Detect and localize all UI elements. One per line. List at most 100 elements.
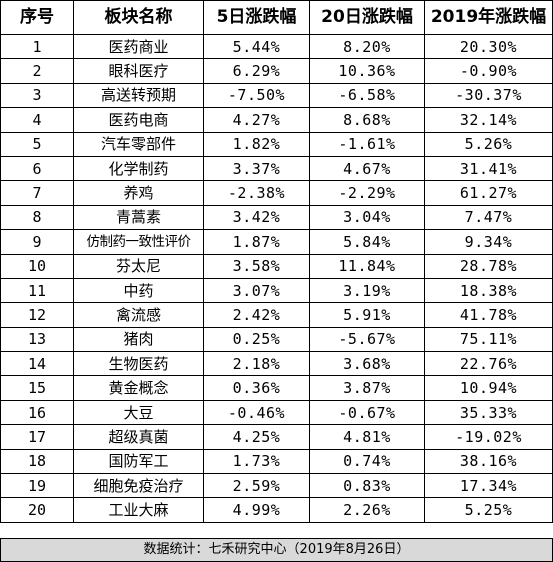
cell-sector-name: 仿制药一致性评价 <box>73 229 204 255</box>
cell-index: 5 <box>0 131 74 157</box>
cell-sector-name: 汽车零部件 <box>73 131 204 157</box>
table-row: 12 禽流感 2.42% 5.91% 41.78% <box>0 302 553 328</box>
cell-sector-name: 中药 <box>73 277 204 304</box>
cell-20day-change: -2.29% <box>309 180 425 206</box>
cell-2019-change: 7.47% <box>424 204 553 231</box>
table-row: 9 仿制药一致性评价 1.87% 5.84% 9.34% <box>0 229 553 255</box>
cell-2019-change: 22.76% <box>424 351 553 377</box>
cell-sector-name: 超级真菌 <box>73 424 204 450</box>
cell-5day-change: 1.87% <box>203 229 310 255</box>
cell-2019-change: -19.02% <box>424 424 553 450</box>
cell-2019-change: 32.14% <box>424 107 553 133</box>
cell-20day-change: 4.67% <box>309 155 425 182</box>
table-row: 20 工业大麻 4.99% 2.26% 5.25% <box>0 497 553 523</box>
table-body: 1 医药商业 5.44% 8.20% 20.30% 2 眼科医疗 6.29% 10.36% -0.… <box>0 33 553 523</box>
cell-index: 14 <box>0 351 74 377</box>
cell-sector-name: 高送转预期 <box>73 82 204 109</box>
header-sector-name: 板块名称 <box>73 0 204 35</box>
cell-2019-change: 35.33% <box>424 399 553 426</box>
cell-2019-change: 17.34% <box>424 473 553 499</box>
cell-2019-change: 20.30% <box>424 33 553 60</box>
table-row: 19 细胞免疫治疗 2.59% 0.83% 17.34% <box>0 473 553 499</box>
table-row: 11 中药 3.07% 3.19% 18.38% <box>0 277 553 304</box>
cell-20day-change: 8.68% <box>309 107 425 133</box>
cell-5day-change: 3.58% <box>203 253 310 279</box>
cell-2019-change: 61.27% <box>424 180 553 206</box>
header-20day-change: 20日涨跌幅 <box>309 0 425 35</box>
cell-index: 13 <box>0 326 74 353</box>
cell-20day-change: 2.26% <box>309 497 425 523</box>
cell-2019-change: 75.11% <box>424 326 553 353</box>
header-2019-change: 2019年涨跌幅 <box>424 0 553 35</box>
table-row: 6 化学制药 3.37% 4.67% 31.41% <box>0 155 553 182</box>
cell-20day-change: 0.83% <box>309 473 425 499</box>
cell-sector-name: 养鸡 <box>73 180 204 206</box>
data-source-footer: 数据统计：七禾研究中心（2019年8月26日） <box>0 538 553 562</box>
cell-5day-change: 3.42% <box>203 204 310 231</box>
cell-20day-change: 5.84% <box>309 229 425 255</box>
header-5day-change: 5日涨跌幅 <box>203 0 310 35</box>
cell-5day-change: 3.07% <box>203 277 310 304</box>
cell-2019-change: -0.90% <box>424 58 553 84</box>
cell-5day-change: 4.25% <box>203 424 310 450</box>
cell-5day-change: -2.38% <box>203 180 310 206</box>
cell-5day-change: -7.50% <box>203 82 310 109</box>
cell-20day-change: 3.68% <box>309 351 425 377</box>
table-row: 2 眼科医疗 6.29% 10.36% -0.90% <box>0 58 553 84</box>
cell-index: 7 <box>0 180 74 206</box>
cell-index: 19 <box>0 473 74 499</box>
cell-5day-change: 1.73% <box>203 448 310 475</box>
table-row: 10 芬太尼 3.58% 11.84% 28.78% <box>0 253 553 279</box>
cell-20day-change: -5.67% <box>309 326 425 353</box>
cell-sector-name: 细胞免疫治疗 <box>73 473 204 499</box>
cell-sector-name: 猪肉 <box>73 326 204 353</box>
cell-20day-change: 3.04% <box>309 204 425 231</box>
cell-5day-change: 4.99% <box>203 497 310 523</box>
cell-sector-name: 眼科医疗 <box>73 58 204 84</box>
cell-5day-change: 2.18% <box>203 351 310 377</box>
cell-20day-change: 0.74% <box>309 448 425 475</box>
cell-2019-change: 28.78% <box>424 253 553 279</box>
cell-2019-change: 31.41% <box>424 155 553 182</box>
cell-index: 1 <box>0 33 74 60</box>
cell-5day-change: 2.59% <box>203 473 310 499</box>
cell-index: 15 <box>0 375 74 401</box>
cell-20day-change: -6.58% <box>309 82 425 109</box>
cell-index: 4 <box>0 107 74 133</box>
cell-5day-change: 4.27% <box>203 107 310 133</box>
cell-index: 16 <box>0 399 74 426</box>
cell-index: 20 <box>0 497 74 523</box>
cell-20day-change: -0.67% <box>309 399 425 426</box>
cell-2019-change: -30.37% <box>424 82 553 109</box>
cell-sector-name: 青蒿素 <box>73 204 204 231</box>
cell-sector-name: 黄金概念 <box>73 375 204 401</box>
cell-index: 9 <box>0 229 74 255</box>
cell-2019-change: 10.94% <box>424 375 553 401</box>
cell-sector-name: 化学制药 <box>73 155 204 182</box>
cell-20day-change: -1.61% <box>309 131 425 157</box>
table-row: 14 生物医药 2.18% 3.68% 22.76% <box>0 351 553 377</box>
cell-20day-change: 8.20% <box>309 33 425 60</box>
cell-index: 2 <box>0 58 74 84</box>
table-row: 17 超级真菌 4.25% 4.81% -19.02% <box>0 424 553 450</box>
cell-2019-change: 18.38% <box>424 277 553 304</box>
cell-index: 12 <box>0 302 74 328</box>
cell-20day-change: 3.87% <box>309 375 425 401</box>
cell-20day-change: 5.91% <box>309 302 425 328</box>
cell-2019-change: 41.78% <box>424 302 553 328</box>
cell-5day-change: 2.42% <box>203 302 310 328</box>
cell-index: 3 <box>0 82 74 109</box>
cell-sector-name: 医药商业 <box>73 33 204 60</box>
cell-sector-name: 国防军工 <box>73 448 204 475</box>
cell-5day-change: 0.25% <box>203 326 310 353</box>
cell-sector-name: 芬太尼 <box>73 253 204 279</box>
cell-5day-change: 1.82% <box>203 131 310 157</box>
cell-2019-change: 38.16% <box>424 448 553 475</box>
cell-index: 18 <box>0 448 74 475</box>
header-index: 序号 <box>0 0 74 35</box>
cell-2019-change: 9.34% <box>424 229 553 255</box>
table-row: 1 医药商业 5.44% 8.20% 20.30% <box>0 33 553 60</box>
cell-5day-change: -0.46% <box>203 399 310 426</box>
table-row: 5 汽车零部件 1.82% -1.61% 5.26% <box>0 131 553 157</box>
